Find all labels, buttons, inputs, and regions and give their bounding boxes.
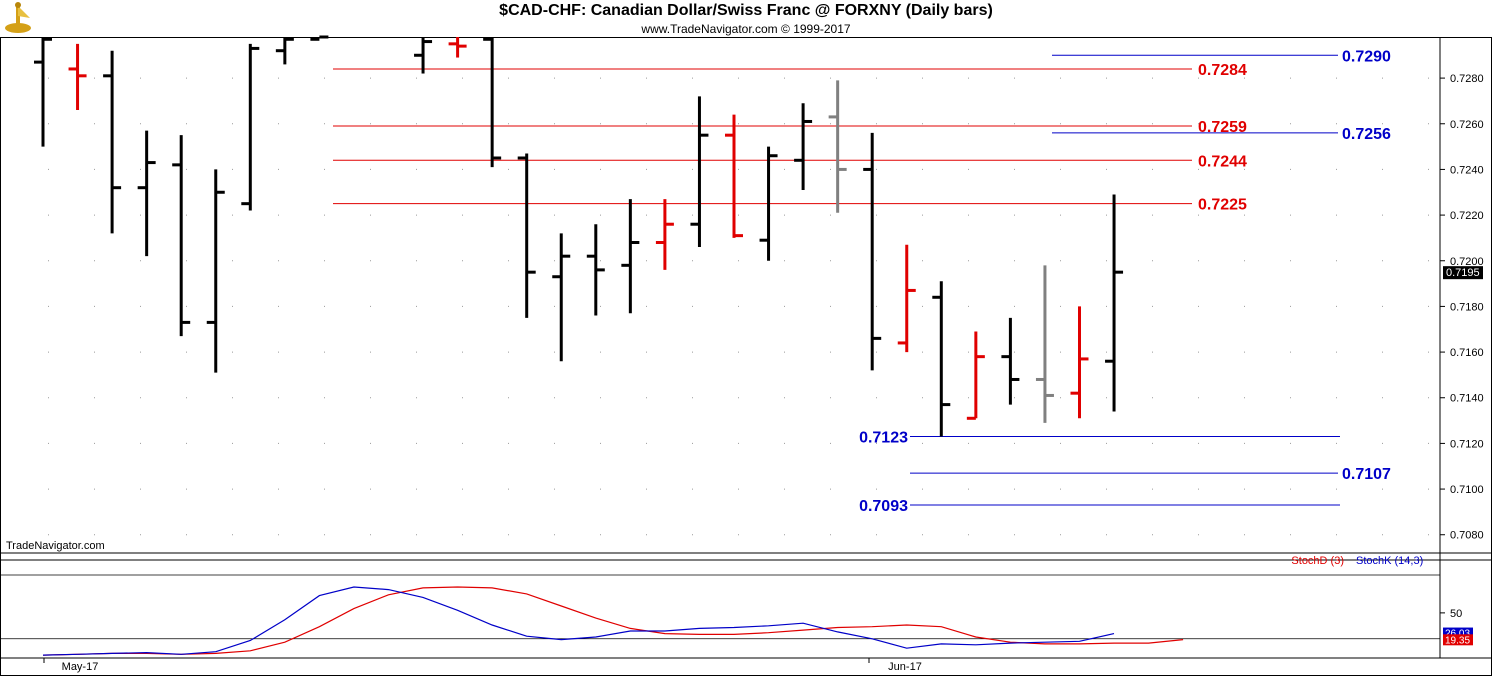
price-axis: 0.7080 0.7100 0.7120 0.7140 0.7160 0.7180 0.72… xyxy=(1440,73,1484,542)
chart-title: $CAD-CHF: Canadian Dollar/Swiss Franc @ … xyxy=(499,2,993,19)
level-label-0.7123: 0.7123 xyxy=(859,430,908,447)
level-label-0.7259: 0.7259 xyxy=(1198,119,1247,136)
ohlc-bar xyxy=(759,146,778,261)
date-axis: May-17 Jun-17 xyxy=(43,658,922,673)
ohlc-bar xyxy=(690,96,709,248)
ohlc-bar xyxy=(34,37,52,147)
ohlc-bar xyxy=(172,135,191,337)
ohlc-bar xyxy=(103,50,122,234)
stochd-last-label: 19.35 xyxy=(1445,635,1470,646)
ohlc-bar xyxy=(966,331,985,420)
date-tick-label: May-17 xyxy=(62,661,99,673)
price-tick-label: 0.7120 xyxy=(1450,438,1484,450)
ohlc-bar xyxy=(897,244,916,353)
ohlc-bar xyxy=(1070,306,1089,419)
ohlc-bar xyxy=(552,233,571,362)
ohlc-bar xyxy=(1035,265,1054,423)
level-label-0.7093: 0.7093 xyxy=(859,498,908,515)
ohlc-bar xyxy=(932,281,951,437)
ohlc-bar xyxy=(586,224,605,316)
price-bars xyxy=(34,35,1124,437)
level-label-0.7244: 0.7244 xyxy=(1198,153,1247,170)
legend-stochd: StochD (3) xyxy=(1291,555,1344,567)
price-tick-label: 0.7100 xyxy=(1450,484,1484,496)
price-tick-label: 0.7220 xyxy=(1450,210,1484,222)
level-label-0.7107: 0.7107 xyxy=(1342,466,1391,483)
level-label-0.7290: 0.7290 xyxy=(1342,48,1391,65)
ohlc-bar xyxy=(68,43,87,111)
ohlc-bar xyxy=(794,103,813,190)
legend-stochk: StochK (14,3) xyxy=(1356,555,1423,567)
ohlc-bar xyxy=(621,199,640,314)
ohlc-bar xyxy=(863,132,882,371)
price-tick-label: 0.7280 xyxy=(1450,73,1484,85)
ohlc-bar xyxy=(655,199,674,270)
level-label-0.7284: 0.7284 xyxy=(1198,62,1247,79)
copyright-text: www.TradeNavigator.com © 1999-2017 xyxy=(641,22,851,36)
price-levels: 0.7290 0.7284 0.7259 0.7256 0.7244 0.7225 0.71… xyxy=(333,48,1391,515)
level-label-0.7225: 0.7225 xyxy=(1198,197,1247,214)
ohlc-bar xyxy=(828,80,847,213)
ohlc-bar xyxy=(310,35,329,41)
price-tick-label: 0.7140 xyxy=(1450,393,1484,405)
stochk-last-box xyxy=(1443,627,1473,639)
ohlc-bar xyxy=(241,43,260,211)
grid-dot-pattern xyxy=(48,77,1429,536)
price-tick-label: 0.7160 xyxy=(1450,347,1484,359)
price-tick-label: 0.7240 xyxy=(1450,164,1484,176)
ohlc-bar xyxy=(725,114,743,238)
stoch-series-k xyxy=(42,586,1115,656)
ohlc-bar xyxy=(448,37,467,58)
ohlc-bar xyxy=(1001,317,1020,405)
ohlc-bar xyxy=(137,130,156,257)
ohlc-bar xyxy=(1105,194,1124,412)
ohlc-bar xyxy=(517,153,536,318)
tradenavigator-logo-icon xyxy=(5,2,31,33)
stoch-tick-label: 50 xyxy=(1450,608,1462,620)
ohlc-bar xyxy=(483,37,502,168)
last-price-label: 0.7195 xyxy=(1446,267,1480,279)
ohlc-bar xyxy=(275,37,294,65)
price-tick-label: 0.7200 xyxy=(1450,256,1484,268)
ohlc-bar xyxy=(206,169,225,373)
last-price-box xyxy=(1443,266,1483,280)
date-tick-label: Jun-17 xyxy=(888,661,922,673)
price-tick-label: 0.7080 xyxy=(1450,530,1484,542)
price-tick-label: 0.7180 xyxy=(1450,301,1484,313)
stochk-last-label: 26.03 xyxy=(1445,629,1470,640)
level-label-0.7256: 0.7256 xyxy=(1342,126,1391,143)
ohlc-bar xyxy=(414,37,433,74)
stochd-last-box xyxy=(1443,634,1473,646)
stoch-series-d xyxy=(42,586,1184,656)
price-tick-label: 0.7260 xyxy=(1450,119,1484,131)
grid-dots xyxy=(48,77,1429,536)
watermark-text: TradeNavigator.com xyxy=(6,540,105,552)
